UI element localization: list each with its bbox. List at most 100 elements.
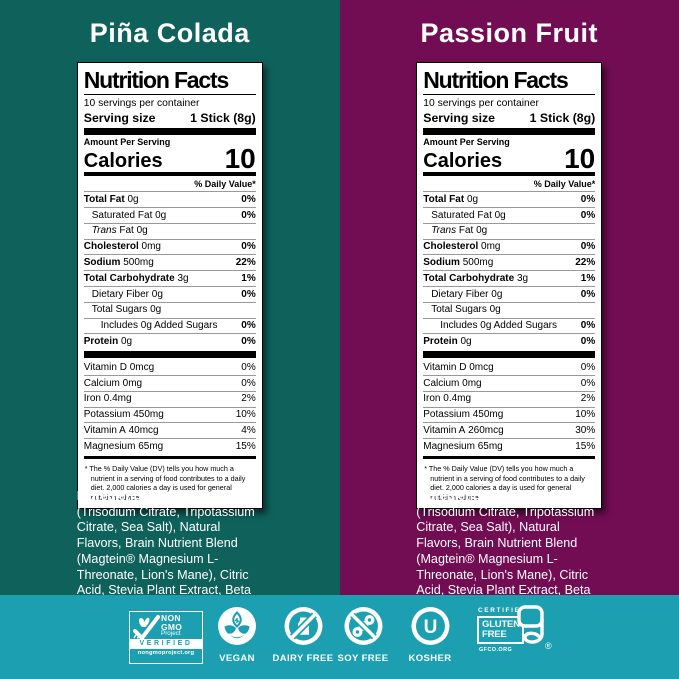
nutrient-amount: 0g [124,193,139,205]
nutrient-daily-value: 0% [241,288,256,300]
nutrient-name: Protein [423,335,458,347]
nutrient-amount: 0g [457,335,472,347]
nutrient-amount: Fat 0g [456,225,488,237]
nutrient-name: Trans [91,225,117,237]
gluten-free-g-icon: ® [517,605,552,651]
ingredients-text: Hydration Blend (Trisodium Citrate, Trip… [76,489,255,613]
nutrient-daily-value: 0% [580,361,596,373]
nutrient-name: Vitamin A [423,424,466,436]
divider-thick [423,128,596,136]
kosher-certification: U KOSHER [408,607,451,664]
non-gmo-badge-text: NON GMO Project [161,614,182,638]
nutrient-row: Potassium 450mg 10% [83,406,256,423]
vitamin-rows: Vitamin D 0mcg 0% Calcium 0mg 0% Iron 0.4mg 2… [423,360,596,454]
kosher-label: KOSHER [408,653,452,664]
nutrient-amount: 0mg [459,377,482,389]
non-gmo-butterfly-icon [133,615,160,640]
nutrient-row: Total Sugars 0g [83,301,256,318]
divider-thick [83,351,256,359]
nutrient-daily-value: 0% [241,377,256,389]
nutrient-row: Potassium 450mg 10% [423,406,596,423]
nutrient-daily-value: 1% [580,272,596,284]
nutrient-daily-value: 22% [235,256,256,268]
nutrient-name: Vitamin D [83,361,127,373]
ingredients-label: Ingredients: [416,489,489,503]
nutrient-name: Total Carbohydrate [423,272,515,284]
divider-thin [423,456,596,460]
ingredients-text: Hydration Blend (Trisodium Citrate, Trip… [416,489,595,613]
gluten-word: GLUTEN [482,619,520,630]
nutrient-name: Sodium [83,256,121,268]
vitamin-rows: Vitamin D 0mcg 0% Calcium 0mg 0% Iron 0.4mg 2… [83,360,256,454]
nutrient-row: Dietary Fiber 0g 0% [423,286,596,302]
non-gmo-badge-top: NON GMO Project [130,612,202,640]
panel-pina-colada: Piña Colada Nutrition Facts 10 servings … [0,0,340,613]
nutrient-row: Magnesium 65mg 15% [423,438,596,454]
nutrient-amount: 450mg [469,409,504,421]
nutrient-row: Calcium 0mg 0% [83,375,256,391]
svg-text:U: U [423,617,437,638]
nutrient-amount: 40mcg [125,424,159,436]
free-word: FREE [482,628,507,640]
soy-free-icon [343,607,382,645]
gluten-free-box: GLUTEN FREE [477,616,524,644]
serving-size-label: Serving size [83,111,156,126]
registered-mark: ® [545,641,552,651]
nutrient-daily-value: 0% [580,320,596,332]
nutrient-rows: Total Fat 0g 0% Saturated Fat 0g 0% Trans Fa… [83,191,256,349]
nutrient-daily-value: 0% [241,209,256,221]
non-gmo-verified-badge: NON GMO Project VERIFIED nongmoproject.o… [129,611,203,664]
nutrient-amount: 500mg [120,256,154,268]
nutrient-row: Vitamin A 260mcg 30% [423,422,596,438]
nutrient-name: Magnesium [423,440,475,452]
nutrient-row: Vitamin D 0mcg 0% [423,360,595,375]
nutrient-name: Magnesium [83,440,136,452]
nutrient-amount: 0mcg [466,361,494,373]
nutrient-daily-value: 0% [580,209,596,221]
nutrient-name: Sodium [423,256,460,268]
ingredients-block: Ingredients: Hydration Blend (Trisodium … [77,489,263,615]
serving-size-row: Serving size 1 Stick (8g) [84,111,256,125]
nutrient-amount: 0mg [119,377,143,389]
nutrition-facts-label: Nutrition Facts 10 servings per containe… [76,62,263,510]
nutrient-name: Saturated Fat [431,209,492,221]
nutrient-name: Total Carbohydrate [83,272,175,284]
soy-free-certification: SOY FREE [337,607,388,664]
soy-free-label: SOY FREE [337,653,389,664]
daily-value-header: % Daily Value* [194,179,256,190]
nutrient-daily-value: 15% [575,440,596,452]
vegan-label: VEGAN [219,653,255,664]
nutrient-daily-value: 0% [241,193,256,205]
nutrient-daily-value: 0% [241,335,256,347]
nutrient-row: Saturated Fat 0g 0% [83,207,256,223]
nutrient-daily-value: 0% [580,288,596,300]
nutrient-daily-value: 0% [580,193,596,205]
nutrient-daily-value: 30% [575,424,596,436]
nutrient-daily-value: 0% [580,377,596,389]
nutrient-amount: 0g [152,209,167,221]
nutrient-name: Includes 0g Added Sugars [440,320,558,332]
ingredients-block: Ingredients: Hydration Blend (Trisodium … [416,489,602,615]
nutrient-name: Includes 0g Added Sugars [100,320,218,332]
nutrient-amount: 65mg [474,440,503,452]
nutrient-amount: 450mg [130,409,164,421]
certifications-band: NON GMO Project VERIFIED nongmoproject.o… [0,595,679,679]
nutrient-row: Saturated Fat 0g 0% [423,207,596,223]
non-gmo-line1: NON [161,613,181,623]
nutrient-row: Vitamin D 0mcg 0% [84,360,256,375]
nutrient-name: Dietary Fiber [431,288,489,300]
daily-value-footnote: * The % Daily Value (DV) tells you how m… [424,464,585,502]
flavor-title: Passion Fruit [420,18,599,48]
nutrient-row: Trans Fat 0g [423,222,596,239]
nutrient-daily-value: 0% [241,320,256,332]
calories-row: Calories 10 [423,145,596,177]
nutrient-name: Total Sugars [431,304,487,316]
nutrient-name: Protein [83,335,119,347]
panel-passion-fruit: Passion Fruit Nutrition Facts 10 serving… [339,0,679,613]
nutrient-name: Cholesterol [423,241,479,253]
nutrient-daily-value: 22% [575,256,596,268]
nutrient-amount: 0mcg [126,361,155,373]
nutrient-row: Total Fat 0g 0% [423,191,596,207]
nutrient-row: Iron 0.4mg 2% [83,390,256,407]
nutrient-row: Cholesterol 0mg 0% [83,238,256,255]
